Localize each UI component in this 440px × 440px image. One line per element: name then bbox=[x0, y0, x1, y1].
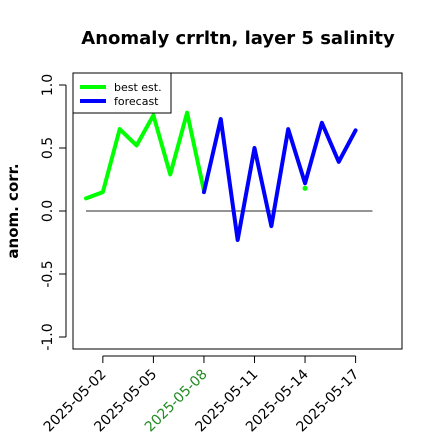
legend-entry: best est. bbox=[114, 81, 162, 94]
legend-box bbox=[72, 72, 172, 114]
y-axis-label: anom. corr. bbox=[4, 163, 22, 258]
y-tick-label: -1.0 bbox=[40, 323, 56, 350]
series-line-forecast bbox=[201, 117, 358, 242]
plot-frame bbox=[72, 72, 403, 350]
y-tick-label: 0.5 bbox=[40, 137, 56, 159]
legend: best est.forecast bbox=[72, 72, 172, 114]
series-point bbox=[302, 185, 308, 191]
y-tick-label: -0.5 bbox=[40, 260, 56, 287]
x-axis: 2025-05-022025-05-052025-05-082025-05-11… bbox=[41, 355, 362, 435]
chart-title: Anomaly crrltn, layer 5 salinity bbox=[81, 28, 395, 49]
series-lines bbox=[84, 110, 358, 242]
y-tick-label: 0.0 bbox=[40, 200, 56, 222]
legend-entry: forecast bbox=[114, 95, 159, 108]
y-tick-label: 1.0 bbox=[40, 74, 56, 96]
y-axis: -1.0 -0.5 0.0 0.5 1.0 bbox=[40, 74, 67, 351]
series-line-best-est bbox=[84, 110, 206, 201]
